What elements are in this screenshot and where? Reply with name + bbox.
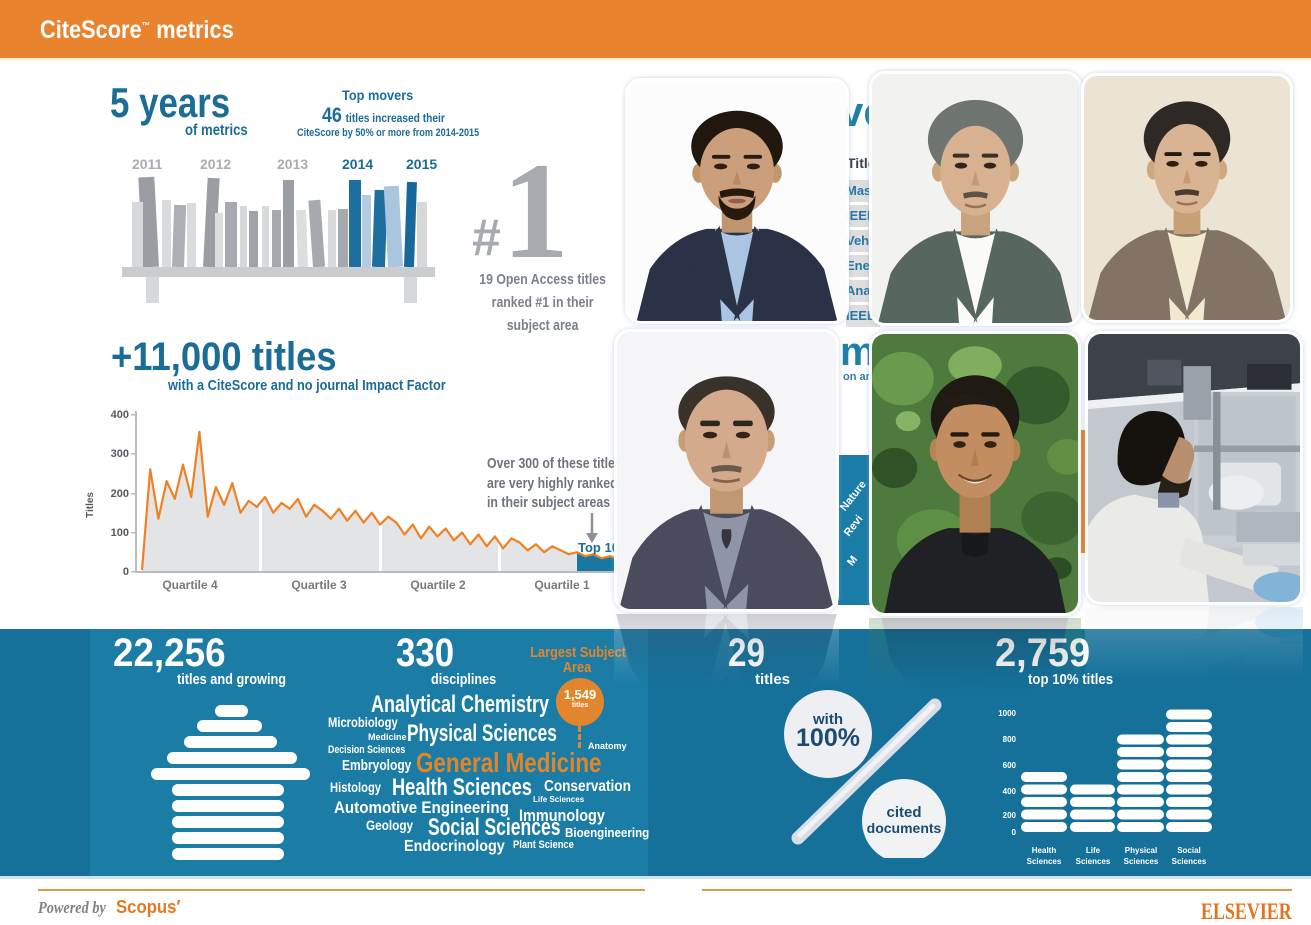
- svg-text:300: 300: [111, 448, 129, 460]
- svg-text:Sciences: Sciences: [1076, 857, 1111, 866]
- svg-text:Titles: Titles: [85, 492, 96, 518]
- svg-text:Quartile 2: Quartile 2: [410, 578, 466, 592]
- svg-text:200: 200: [1003, 811, 1017, 820]
- svg-text:100: 100: [111, 527, 129, 539]
- svg-text:600: 600: [1003, 761, 1017, 770]
- svg-text:Quartile 4: Quartile 4: [162, 578, 218, 592]
- svg-text:400: 400: [111, 409, 129, 421]
- svg-text:Social: Social: [1177, 846, 1201, 855]
- svg-text:0: 0: [1012, 828, 1017, 837]
- svg-text:Sciences: Sciences: [1124, 857, 1159, 866]
- svg-text:200: 200: [111, 488, 129, 500]
- svg-text:cited: cited: [886, 804, 921, 821]
- svg-text:Life: Life: [1086, 846, 1101, 855]
- svg-text:Quartile 1: Quartile 1: [534, 578, 590, 592]
- svg-text:documents: documents: [867, 820, 942, 836]
- svg-text:Top 10%: Top 10%: [578, 540, 625, 555]
- svg-text:1000: 1000: [998, 709, 1016, 718]
- svg-text:0: 0: [123, 566, 129, 578]
- svg-text:Sciences: Sciences: [1027, 857, 1062, 866]
- svg-text:Quartile 3: Quartile 3: [291, 578, 347, 592]
- svg-text:Physical: Physical: [1125, 846, 1157, 855]
- svg-text:Health: Health: [1032, 846, 1057, 855]
- svg-text:100%: 100%: [796, 724, 860, 752]
- svg-text:with: with: [812, 711, 843, 728]
- svg-text:400: 400: [1003, 787, 1017, 796]
- svg-text:800: 800: [1003, 735, 1017, 744]
- svg-text:Sciences: Sciences: [1172, 857, 1207, 866]
